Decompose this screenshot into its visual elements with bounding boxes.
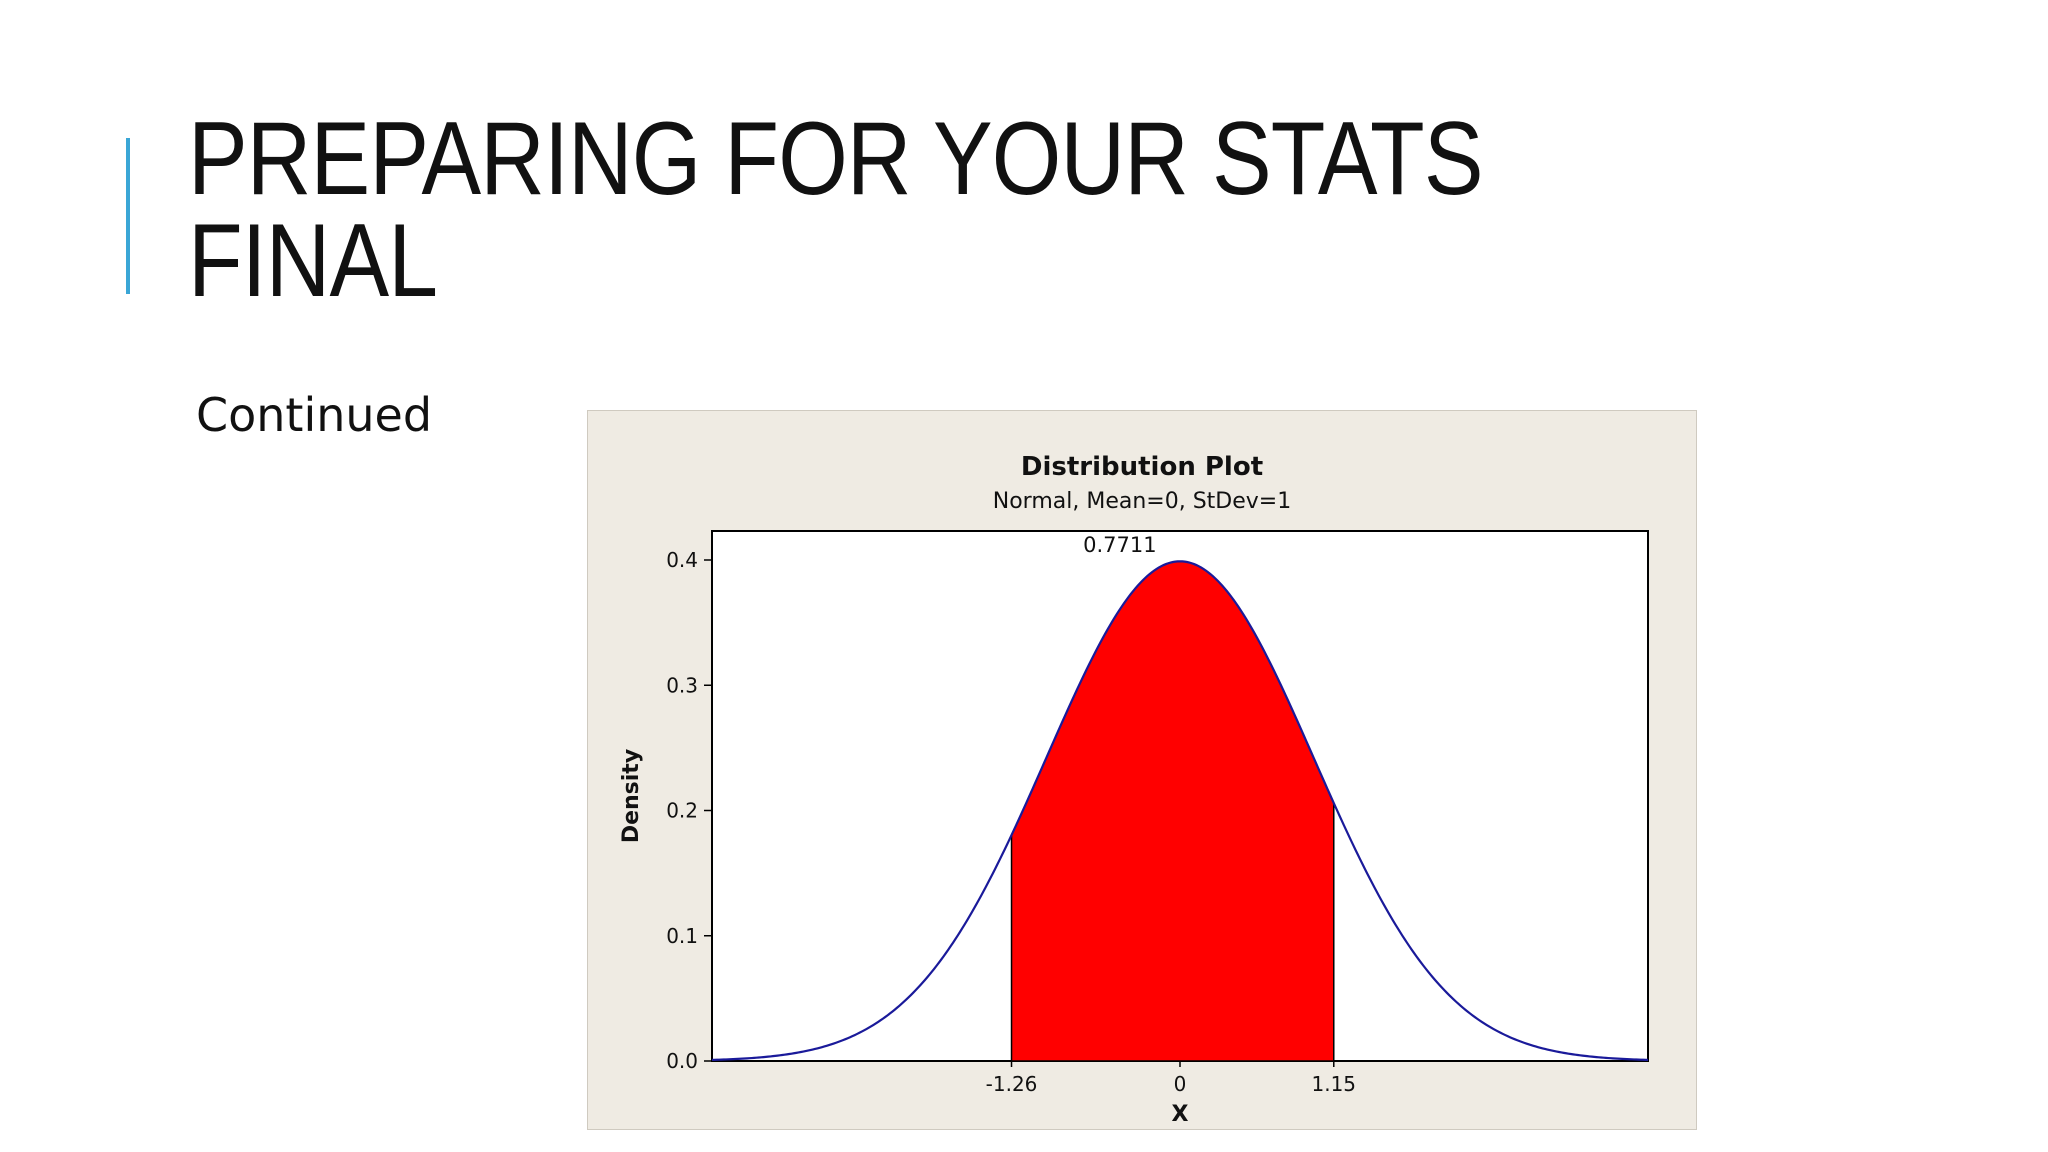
distribution-chart: Distribution Plot Normal, Mean=0, StDev=… bbox=[619, 452, 1649, 1127]
density-curve bbox=[711, 560, 1649, 1062]
distribution-chart-panel: Distribution Plot Normal, Mean=0, StDev=… bbox=[587, 410, 1697, 1130]
y-tick-label-3: 0.3 bbox=[666, 673, 698, 697]
y-tick-label-2: 0.2 bbox=[666, 799, 698, 823]
y-axis-label: Density bbox=[619, 749, 644, 843]
slide-title: PREPARING FOR YOUR STATS FINAL bbox=[188, 101, 1483, 319]
y-tick-label-4: 0.4 bbox=[666, 548, 698, 572]
x-axis-label: X bbox=[1172, 1102, 1189, 1127]
y-tick-label-0: 0.0 bbox=[666, 1049, 698, 1073]
x-tick-label-0: -1.26 bbox=[986, 1072, 1038, 1096]
chart-subtitle: Normal, Mean=0, StDev=1 bbox=[993, 489, 1291, 514]
chart-title: Distribution Plot bbox=[1021, 452, 1263, 482]
slide-subtitle: Continued bbox=[196, 388, 433, 442]
shaded-area-label: 0.7711 bbox=[1083, 533, 1156, 557]
title-accent-bar bbox=[126, 138, 130, 294]
y-tick-label-1: 0.1 bbox=[666, 924, 698, 948]
x-tick-label-1: 0 bbox=[1174, 1072, 1187, 1096]
x-tick-label-2: 1.15 bbox=[1312, 1072, 1357, 1096]
